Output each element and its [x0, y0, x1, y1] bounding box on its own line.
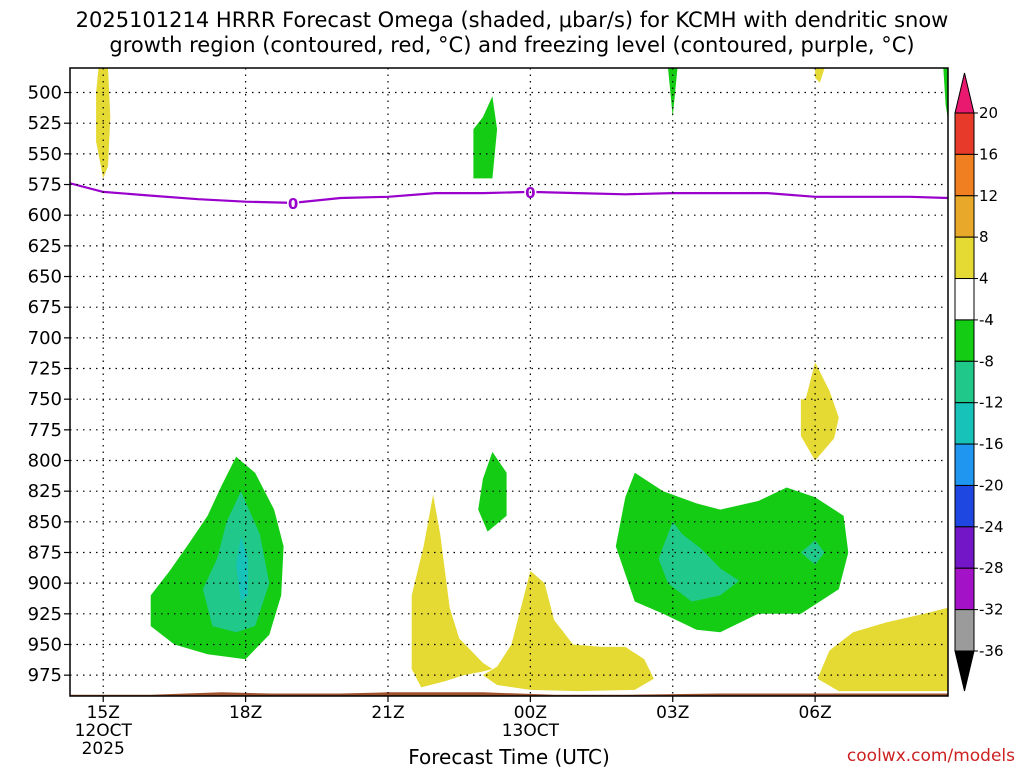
credit-label[interactable]: coolwx.com/models: [847, 746, 1015, 766]
x-tick-label-24-0: 00Z: [514, 703, 547, 723]
colorbar-box-4: [954, 278, 975, 321]
y-tick-label-600: 600: [28, 205, 62, 226]
omega-region-15: [817, 607, 948, 692]
y-tick-label-875: 875: [28, 542, 62, 563]
x-tick-label-18-0: 18Z: [229, 703, 262, 723]
omega-region-12: [615, 472, 849, 633]
x-tick-label-27-0: 03Z: [656, 703, 689, 723]
omega-region-13: [658, 521, 740, 602]
y-tick-label-500: 500: [28, 83, 62, 104]
omega-region-5: [800, 362, 839, 461]
colorbar-box-7: [954, 402, 975, 445]
y-tick-label-700: 700: [28, 328, 62, 349]
y-tick-label-975: 975: [28, 665, 62, 686]
freezing-level-label-bg-0: [287, 194, 300, 211]
freezing-level-line: [70, 182, 948, 205]
colorbar-label-4: 4: [979, 270, 989, 288]
x-tick-label-15-2: 2025: [82, 739, 125, 759]
colorbar-box-11: [954, 567, 975, 611]
x-tick-label-15-1: 12OCT: [75, 721, 133, 741]
colorbar-top-arrow: [954, 72, 975, 114]
x-tick-label-15-0: 15Z: [87, 703, 120, 723]
x-tick-label-21-0: 21Z: [371, 703, 404, 723]
colorbar-box-9: [954, 484, 975, 528]
y-tick-label-900: 900: [28, 573, 62, 594]
chart-title-line-1: 2025101214 HRRR Forecast Omega (shaded, …: [76, 8, 949, 32]
colorbar-label-5: -4: [979, 311, 994, 329]
omega-region-7: [202, 491, 270, 633]
y-tick-label-650: 650: [28, 267, 62, 288]
colorbar-bottom-arrow: [954, 650, 975, 692]
y-tick-label-925: 925: [28, 604, 62, 625]
colorbar-label-11: -28: [979, 559, 1004, 577]
y-tick-label-800: 800: [28, 451, 62, 472]
y-tick-label-625: 625: [28, 236, 62, 257]
plot-frame: [69, 67, 949, 697]
y-tick-label-550: 550: [28, 144, 62, 165]
y-tick-label-775: 775: [28, 420, 62, 441]
colorbar-box-3: [954, 236, 975, 280]
y-tick-label-825: 825: [28, 481, 62, 502]
y-tick-label-750: 750: [28, 389, 62, 410]
colorbar-label-1: 16: [979, 145, 998, 163]
colorbar-label-12: -32: [979, 601, 1004, 619]
omega-region-11: [478, 451, 507, 532]
colorbar-label-0: 20: [979, 104, 998, 122]
colorbar-label-9: -20: [979, 476, 1004, 494]
colorbar-box-6: [954, 360, 975, 404]
y-tick-label-675: 675: [28, 297, 62, 318]
omega-region-9: [411, 494, 493, 688]
omega-region-14: [800, 540, 825, 565]
y-tick-label-850: 850: [28, 512, 62, 533]
omega-region-1: [473, 96, 498, 179]
y-tick-label-525: 525: [28, 113, 62, 134]
colorbar-box-10: [954, 526, 975, 569]
omega-region-4: [943, 68, 948, 120]
colorbar-label-7: -12: [979, 394, 1004, 412]
y-tick-label-725: 725: [28, 359, 62, 380]
omega-region-2: [668, 68, 678, 118]
y-tick-label-950: 950: [28, 634, 62, 655]
x-tick-label-24-1: 13OCT: [502, 721, 560, 741]
colorbar-label-8: -16: [979, 435, 1004, 453]
colorbar-box-12: [954, 609, 975, 652]
colorbar-box-5: [954, 319, 975, 362]
colorbar-box-0: [954, 112, 975, 155]
surface-terrain: [70, 692, 948, 696]
y-tick-label-575: 575: [28, 175, 62, 196]
colorbar-label-2: 12: [979, 187, 998, 205]
chart-title-line-2: growth region (contoured, red, °C) and f…: [109, 33, 914, 57]
omega-region-10: [482, 570, 654, 692]
colorbar-label-10: -24: [979, 518, 1004, 536]
colorbar-label-6: -8: [979, 352, 994, 370]
x-axis-label: Forecast Time (UTC): [408, 745, 610, 768]
colorbar-box-1: [954, 153, 975, 197]
colorbar-label-3: 8: [979, 228, 989, 246]
omega-region-3: [815, 68, 825, 83]
colorbar-box-2: [954, 195, 975, 238]
x-tick-label-30-0: 06Z: [798, 703, 831, 723]
colorbar-box-8: [954, 443, 975, 486]
colorbar-label-13: -36: [979, 642, 1004, 660]
freezing-level-label-0: 0: [288, 195, 298, 213]
